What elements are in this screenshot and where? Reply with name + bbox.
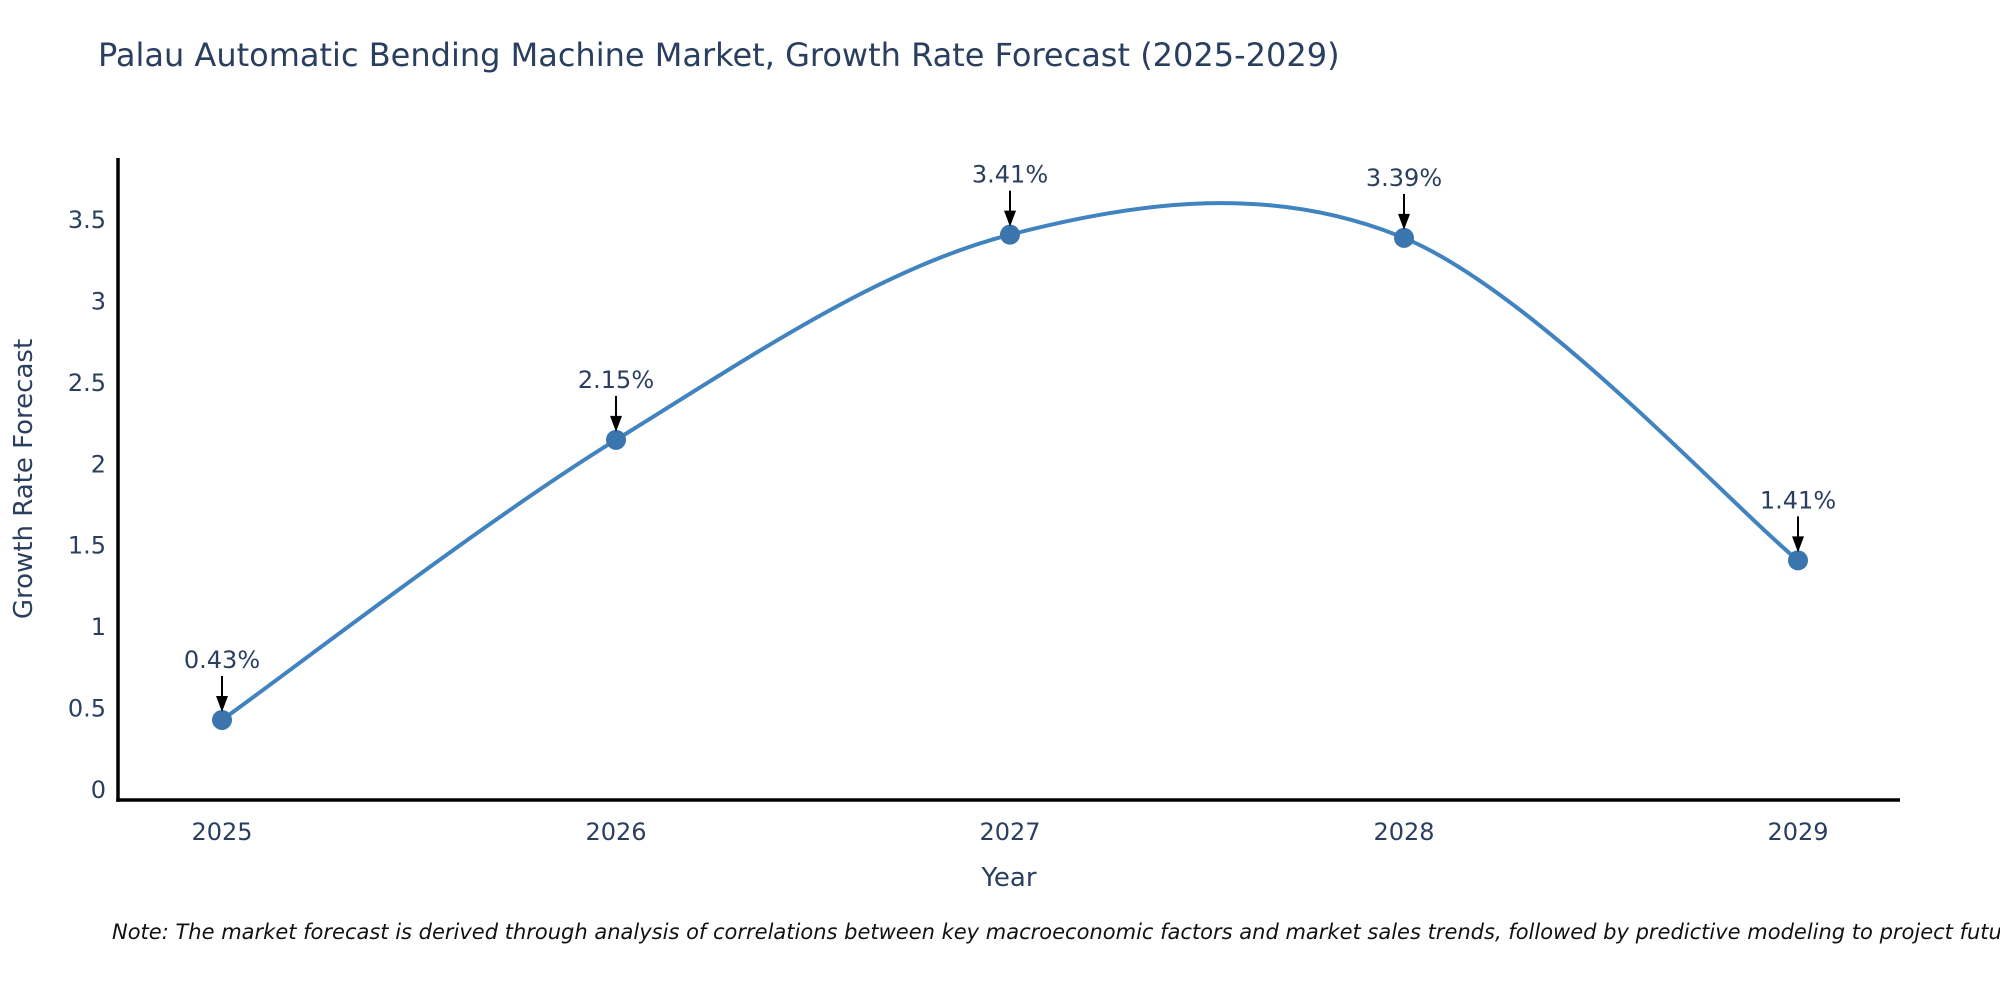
annotation-arrowhead	[216, 695, 228, 712]
data-point-2028[interactable]	[1394, 227, 1414, 248]
data-point-2026[interactable]	[606, 429, 626, 450]
x-axis-title: Year	[981, 863, 1037, 893]
y-tick-label: 3.5	[68, 206, 106, 234]
point-value-label: 3.39%	[1366, 164, 1442, 192]
y-tick-label: 1.5	[68, 532, 106, 560]
point-value-label: 2.15%	[578, 366, 654, 394]
data-point-2029[interactable]	[1788, 550, 1808, 571]
point-value-label: 0.43%	[184, 646, 260, 674]
y-tick-label: 0.5	[68, 695, 106, 723]
y-tick-label: 0	[91, 776, 106, 804]
point-value-label: 3.41%	[972, 161, 1048, 189]
trend-line	[220, 201, 1800, 722]
point-value-label: 1.41%	[1760, 486, 1836, 514]
y-tick-label: 1	[91, 613, 106, 641]
annotation-arrowhead	[1004, 210, 1016, 227]
y-tick-label: 2	[91, 450, 106, 478]
x-tick-label: 2028	[1373, 818, 1434, 846]
y-tick-label: 3	[91, 287, 106, 315]
data-point-2027[interactable]	[1000, 224, 1020, 245]
data-point-2025[interactable]	[212, 709, 232, 730]
footnote: Note: The market forecast is derived thr…	[112, 920, 2000, 944]
y-tick-label: 2.5	[68, 369, 106, 397]
x-tick-label: 2027	[979, 818, 1040, 846]
x-tick-label: 2026	[585, 818, 646, 846]
chart-title: Palau Automatic Bending Machine Market, …	[98, 36, 1340, 74]
x-tick-label: 2029	[1767, 818, 1828, 846]
annotation-arrowhead	[610, 415, 622, 432]
annotation-arrowhead	[1398, 213, 1410, 230]
x-tick-label: 2025	[191, 818, 252, 846]
annotation-arrowhead	[1792, 536, 1804, 553]
